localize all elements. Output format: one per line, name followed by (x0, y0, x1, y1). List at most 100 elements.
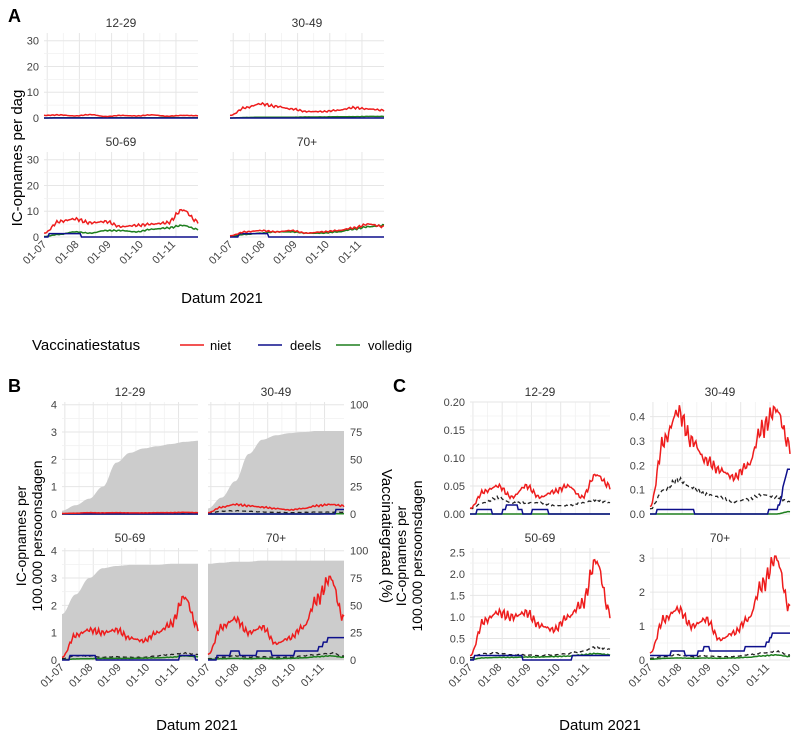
series-line-dashed (208, 509, 345, 515)
y-tick-label-right: 75 (350, 427, 362, 439)
x-tick-label: 01-09 (505, 662, 533, 690)
panel-b-xlabel: Datum 2021 (156, 717, 238, 734)
facet-c-12-29: 12-29 0.00 0.05 0.10 0.15 0.20 (444, 385, 611, 521)
series-line-niet (649, 555, 791, 654)
y-tick-label: 0.3 (630, 436, 645, 448)
y-tick-label: 0.05 (444, 481, 465, 493)
y-tick-label: 4 (51, 400, 57, 412)
coverage-area (62, 563, 198, 660)
y-tick-label-right: 0 (350, 509, 356, 521)
legend: Vaccinatiestatus niet deels volledig (32, 337, 412, 354)
panel-c-xlabel: Datum 2021 (559, 717, 641, 734)
facet-title: 30-49 (292, 16, 323, 30)
y-tick-label: 4 (51, 546, 57, 558)
y-tick-label: 2.5 (450, 547, 465, 559)
y-tick-label-right: 50 (350, 600, 362, 612)
y-tick-label: 0.1 (630, 485, 645, 497)
x-tick-label: 01-10 (714, 662, 742, 690)
facet-a-12-29: 12-29 0 10 20 30 (27, 16, 199, 125)
x-tick-label: 01-08 (239, 239, 267, 267)
series-line-deels (208, 636, 344, 661)
y-tick-label-right: 75 (350, 573, 362, 585)
series-line-deels (650, 632, 790, 657)
series-line-volledig (62, 655, 199, 661)
legend-title: Vaccinatiestatus (32, 337, 140, 354)
y-tick-label: 0.0 (450, 655, 465, 667)
y-tick-label-right: 25 (350, 482, 362, 494)
series-line-niet (649, 405, 791, 508)
series-line-volledig (207, 655, 345, 661)
series-line-deels (230, 232, 384, 238)
y-tick-label: 0.5 (450, 633, 465, 645)
facet-a-70+: 70+ 01-07 01-08 01-09 01-10 01-11 (207, 135, 385, 267)
facet-b-12-29: 12-29 0 1 2 3 4 (51, 385, 199, 521)
series-line-deels (44, 232, 198, 238)
y-tick-label: 0.4 (630, 412, 645, 424)
x-tick-label: 01-10 (534, 662, 562, 690)
facet-title: 70+ (266, 531, 286, 545)
coverage-area (208, 431, 344, 514)
facet-title: 50-69 (525, 531, 556, 545)
x-tick-label: 01-10 (124, 662, 152, 690)
y-tick-label: 20 (27, 180, 39, 192)
x-tick-label: 01-07 (185, 662, 213, 690)
coverage-area (62, 440, 198, 514)
y-tick-label: 3 (639, 553, 645, 565)
y-tick-label: 0 (51, 509, 57, 521)
x-tick-label: 01-11 (299, 662, 327, 690)
panel-b-ylabel-right: Vaccinatiegraad (%) (378, 469, 395, 603)
series-line-dashed (649, 476, 791, 510)
series-line-dashed (207, 651, 345, 660)
y-tick-label: 0.00 (444, 509, 465, 521)
facet-b-70+: 70+ 01-07 01-08 01-09 01-10 01-11 0 25 50 75 100 (185, 531, 369, 690)
x-tick-label: 01-09 (95, 662, 123, 690)
series-line-dashed (649, 650, 791, 660)
x-tick-label: 01-09 (685, 662, 713, 690)
y-tick-label-right: 100 (350, 400, 368, 412)
facet-title: 30-49 (261, 385, 292, 399)
x-tick-label: 01-08 (656, 662, 684, 690)
facet-c-30-49: 30-49 0.0 0.1 0.2 0.3 0.4 (630, 385, 791, 521)
series-line-niet (229, 223, 385, 237)
y-tick-label: 10 (27, 206, 39, 218)
series-line-niet (61, 595, 199, 658)
series-line-niet (229, 101, 385, 117)
legend-label-niet: niet (210, 338, 231, 353)
facet-title: 12-29 (115, 385, 146, 399)
y-tick-label: 2 (51, 454, 57, 466)
x-tick-label: 01-09 (85, 239, 113, 267)
series-line-niet (207, 575, 345, 656)
panel-c-ylabel: IC-opnames per 100.000 persoonsdagen (393, 480, 425, 631)
series-line-niet (43, 113, 199, 118)
y-tick-label: 0 (51, 655, 57, 667)
facet-a-30-49: 30-49 (229, 16, 385, 119)
y-tick-label: 0.2 (630, 460, 645, 472)
y-tick-label: 0.20 (444, 397, 465, 409)
series-line-dashed (469, 495, 611, 510)
series-line-volledig (650, 654, 791, 661)
x-tick-label: 01-08 (213, 662, 241, 690)
x-tick-label: 01-10 (118, 239, 146, 267)
x-tick-label: 01-11 (336, 239, 364, 267)
y-tick-label: 2 (51, 600, 57, 612)
y-tick-label: 3 (51, 573, 57, 585)
y-tick-label: 0 (33, 113, 39, 125)
y-tick-label-right: 0 (350, 655, 356, 667)
x-tick-label: 01-08 (476, 662, 504, 690)
panel-label-c: C (393, 376, 406, 396)
panel-label-a: A (8, 6, 21, 26)
y-tick-label-right: 50 (350, 454, 362, 466)
x-tick-label: 01-10 (270, 662, 298, 690)
y-tick-label: 30 (27, 36, 39, 48)
x-tick-label: 01-07 (207, 239, 235, 267)
y-tick-label: 2 (639, 587, 645, 599)
series-line-deels (62, 654, 198, 661)
facet-title: 70+ (710, 531, 730, 545)
x-tick-label: 01-08 (53, 239, 81, 267)
x-tick-label: 01-11 (564, 662, 592, 690)
x-tick-label: 01-09 (241, 662, 269, 690)
x-tick-label: 01-11 (153, 662, 181, 690)
y-tick-label: 1.5 (450, 590, 465, 602)
